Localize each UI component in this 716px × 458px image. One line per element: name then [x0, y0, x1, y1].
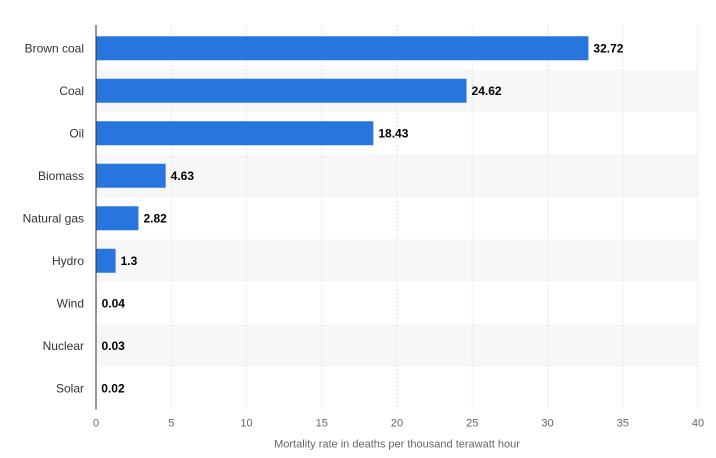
category-label: Coal: [59, 84, 84, 98]
bar: [96, 36, 589, 61]
category-label: Nuclear: [43, 339, 84, 353]
category-label: Wind: [57, 296, 84, 310]
value-label: 0.03: [101, 339, 125, 353]
row-band: [96, 239, 698, 282]
value-label: 1.3: [121, 254, 138, 268]
value-label: 24.62: [472, 84, 502, 98]
x-tick-label: 0: [93, 418, 99, 430]
x-tick-label: 20: [391, 418, 403, 430]
category-label: Solar: [56, 381, 84, 395]
bar: [96, 78, 467, 103]
category-label: Hydro: [52, 254, 84, 268]
value-label: 2.82: [143, 211, 167, 225]
value-label: 4.63: [171, 169, 195, 183]
value-label: 18.43: [378, 126, 408, 140]
bar: [96, 206, 139, 231]
value-labels: 32.72 24.62 18.43 4.63 2.82 1.3 0.04 0.03 0.02: [101, 41, 623, 395]
value-label: 32.72: [593, 41, 623, 55]
x-tick-label: 40: [692, 418, 704, 430]
x-tick-label: 10: [240, 418, 252, 430]
category-label: Biomass: [38, 169, 84, 183]
category-label: Natural gas: [23, 211, 84, 225]
value-label: 0.02: [101, 381, 125, 395]
bar: [96, 163, 166, 188]
category-label: Brown coal: [25, 41, 84, 55]
x-tick-label: 35: [617, 418, 629, 430]
row-bands: [96, 69, 698, 367]
x-axis-title: Mortality rate in deaths per thousand te…: [274, 439, 520, 451]
category-labels: Brown coal Coal Oil Biomass Natural gas Hydro…: [23, 41, 85, 395]
x-tick-label: 30: [541, 418, 553, 430]
bar: [96, 121, 374, 146]
x-tick-label: 15: [316, 418, 328, 430]
bars: [96, 36, 589, 401]
bar: [96, 248, 116, 273]
category-label: Oil: [69, 126, 84, 140]
value-label: 0.04: [102, 296, 126, 310]
x-tick-label: 25: [466, 418, 478, 430]
x-tick-labels: 0 5 10 15 20 25 30 35 40: [93, 418, 704, 430]
x-tick-label: 5: [168, 418, 174, 430]
